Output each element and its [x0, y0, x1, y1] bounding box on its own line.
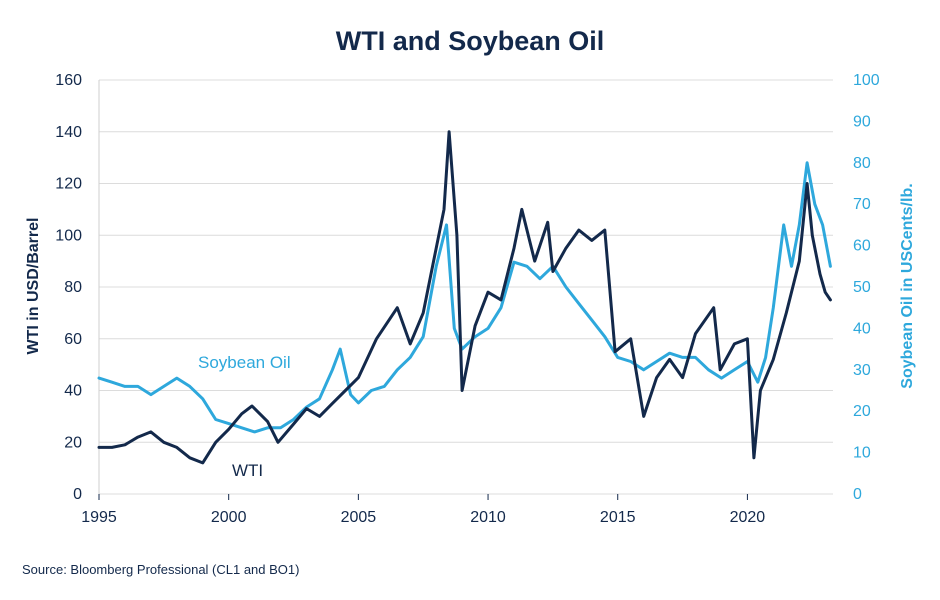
- x-tick-label: 2015: [600, 509, 636, 526]
- soybean-oil-series-line: [97, 161, 832, 434]
- right-tick-label: 10: [853, 445, 871, 462]
- right-axis-label: Soybean Oil in USCents/lb.: [899, 183, 916, 388]
- right-axis-ticks: 0 10 20 30 40 50 60 70 80 90 100: [853, 72, 880, 503]
- x-tick-label: 2000: [211, 509, 247, 526]
- x-tick-label: 2020: [730, 509, 766, 526]
- right-tick-label: 40: [853, 320, 871, 337]
- left-tick-label: 20: [64, 434, 82, 451]
- source-note: Source: Bloomberg Professional (CL1 and …: [22, 562, 299, 577]
- left-axis-label: WTI in USD/Barrel: [25, 218, 42, 355]
- left-tick-label: 140: [55, 124, 82, 141]
- left-tick-label: 160: [55, 72, 82, 89]
- left-tick-label: 120: [55, 176, 82, 193]
- left-tick-label: 100: [55, 227, 82, 244]
- right-tick-label: 100: [853, 72, 880, 89]
- left-tick-label: 80: [64, 279, 82, 296]
- left-tick-label: 40: [64, 383, 82, 400]
- x-tick-label: 2005: [341, 509, 377, 526]
- right-tick-label: 0: [853, 486, 862, 503]
- right-tick-label: 20: [853, 403, 871, 420]
- right-tick-label: 50: [853, 279, 871, 296]
- wti-series-label: WTI: [232, 461, 263, 480]
- right-tick-label: 70: [853, 196, 871, 213]
- right-tick-label: 90: [853, 113, 871, 130]
- gridlines: [98, 79, 833, 495]
- soybean-series-label: Soybean Oil: [198, 353, 291, 372]
- left-axis-ticks: 0 20 40 60 80 100 120 140 160: [55, 72, 82, 503]
- series-lines: [97, 130, 832, 465]
- x-axis-ticks: 1995 2000 2005 2010 2015 2020: [81, 494, 765, 526]
- right-tick-label: 60: [853, 238, 871, 255]
- right-tick-label: 30: [853, 362, 871, 379]
- x-tick-label: 1995: [81, 509, 117, 526]
- x-tick-label: 2010: [470, 509, 506, 526]
- chart-title: WTI and Soybean Oil: [336, 26, 605, 56]
- left-tick-label: 60: [64, 331, 82, 348]
- wti-series-line: [97, 130, 832, 465]
- left-tick-label: 0: [73, 486, 82, 503]
- right-tick-label: 80: [853, 155, 871, 172]
